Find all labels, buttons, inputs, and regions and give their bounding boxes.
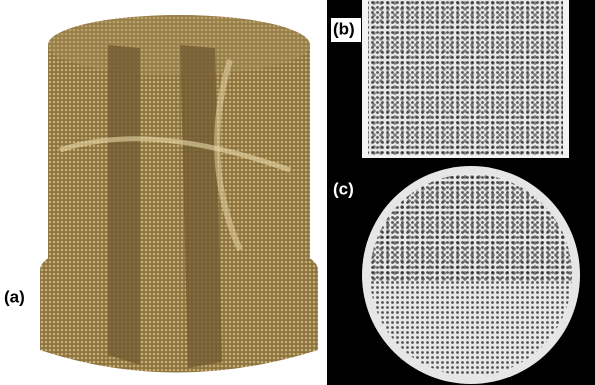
panel-a-image [40, 15, 318, 373]
panel-label: (b) [333, 19, 355, 38]
panel-label: (c) [333, 179, 354, 198]
figure: (a) (b) (c) [0, 0, 595, 385]
panel-c-image [362, 166, 580, 384]
panel-b-image [362, 0, 569, 158]
panel-label: (a) [4, 287, 25, 306]
